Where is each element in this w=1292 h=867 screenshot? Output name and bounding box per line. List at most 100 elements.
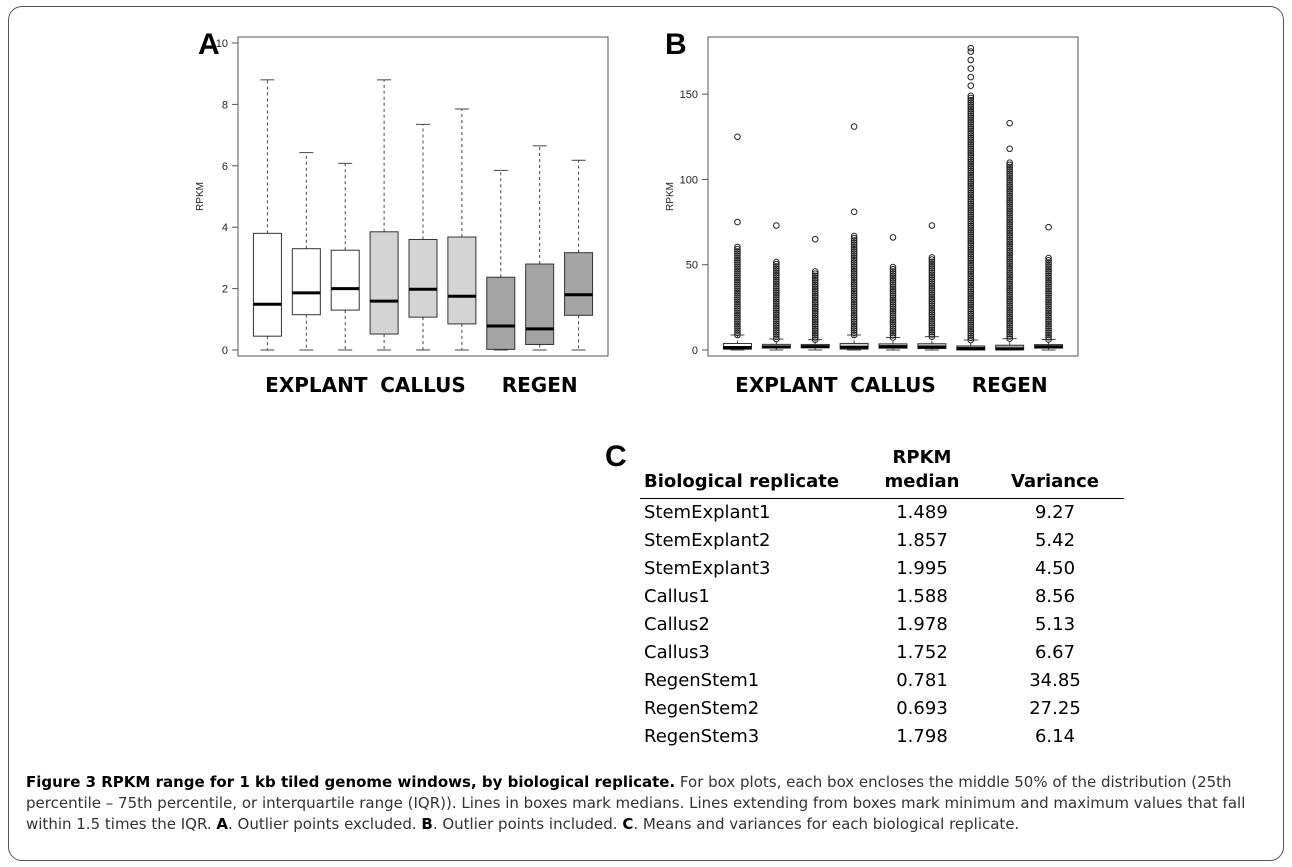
outlier-point [928,254,936,261]
outlier-point [1045,309,1052,317]
box-3 [800,235,830,351]
outlier-point [967,321,975,328]
y-tick-label: 2 [222,284,228,296]
outlier-point [928,269,936,277]
outlier-point [734,300,741,308]
outlier-point [773,331,780,338]
outlier-point [1006,225,1013,232]
outlier-point [1006,187,1013,195]
outlier-point [773,326,780,334]
outlier-point [967,178,975,185]
outlier-point [928,300,936,307]
outlier-point [967,297,975,304]
outlier-point [967,151,975,159]
outlier-point [928,282,936,290]
y-tick-label: 50 [686,260,698,272]
outlier-point [811,272,819,280]
outlier-point [967,228,975,236]
outlier-point [1006,317,1013,325]
outlier-point [1006,168,1013,175]
outlier-point [889,283,897,291]
outlier-point [734,243,741,251]
outlier-point [889,287,897,295]
outlier-point [967,217,975,225]
outlier-point [967,233,975,240]
cell-variance: 6.14 [1034,726,1076,747]
outlier-point [734,322,741,330]
outlier-point [967,257,975,265]
outlier-point [811,294,819,302]
outlier-point [773,293,780,301]
outlier-point [734,325,741,332]
outlier-point [1045,327,1052,334]
figure-frame [8,6,1284,861]
outlier-point [967,264,975,271]
outlier-point [967,116,975,124]
outlier-point [967,283,975,291]
outlier-point [734,285,741,293]
outlier-point [811,276,819,284]
outlier-point [811,283,819,291]
outlier-point [928,306,936,314]
outlier-point [967,92,975,100]
table-row: Callus3 1.752 6.67 [640,639,1124,667]
cell-variance: 5.42 [1034,530,1076,551]
outlier-point [1006,297,1013,305]
outlier-point [850,261,858,268]
cell-variance: 8.56 [1034,586,1076,607]
cell-median: 1.995 [896,558,948,579]
outlier-point [811,325,819,332]
caption-b: B [421,815,433,833]
outlier-point [1006,163,1013,171]
outlier-point [773,302,780,310]
outlier-point [1006,218,1013,226]
iqr-box [486,276,516,350]
cell-replicate: RegenStem1 [644,670,760,691]
outlier-point [773,311,780,319]
outlier-point [734,329,741,337]
outlier-point [1006,238,1013,246]
outlier-point [1006,245,1013,252]
outlier-point [928,317,936,325]
outlier-point [1006,170,1013,177]
cell-replicate: Callus1 [644,586,710,607]
outlier-point [1006,295,1013,303]
outlier-point [1006,258,1013,265]
outlier-point [811,312,819,319]
outlier-point [967,310,975,317]
y-tick-label: 100 [680,174,698,186]
box-7 [486,169,516,351]
table-row: StemExplant3 1.995 4.50 [640,555,1124,583]
iqr-box [252,232,282,337]
outlier-point [1006,174,1013,182]
outlier-point [928,315,936,323]
outlier-point [850,283,858,290]
outlier-point [967,99,975,106]
outlier-point [967,255,975,262]
outlier-point [928,328,936,336]
outlier-point [850,250,858,257]
outlier-point [1045,292,1052,299]
outlier-point [889,281,897,288]
outlier-point [773,269,780,277]
outlier-point [967,82,975,89]
outlier-point [1045,329,1052,337]
outlier-point [967,224,975,232]
outlier-point [967,118,975,126]
outlier-point [773,287,780,294]
outlier-point [1006,284,1013,292]
outlier-point [773,260,780,268]
box-4 [369,79,399,351]
outlier-point [967,204,975,212]
cell-median: 0.693 [896,698,948,719]
outlier-point [967,231,975,238]
outlier-point [928,326,936,334]
outlier-point [773,335,780,343]
outlier-point [1006,269,1013,276]
outlier-point [734,250,741,257]
outlier-point [967,154,975,161]
outlier-point [889,331,897,339]
outlier-point [1045,336,1052,343]
outlier-point [967,114,975,122]
outlier-point [734,265,741,273]
